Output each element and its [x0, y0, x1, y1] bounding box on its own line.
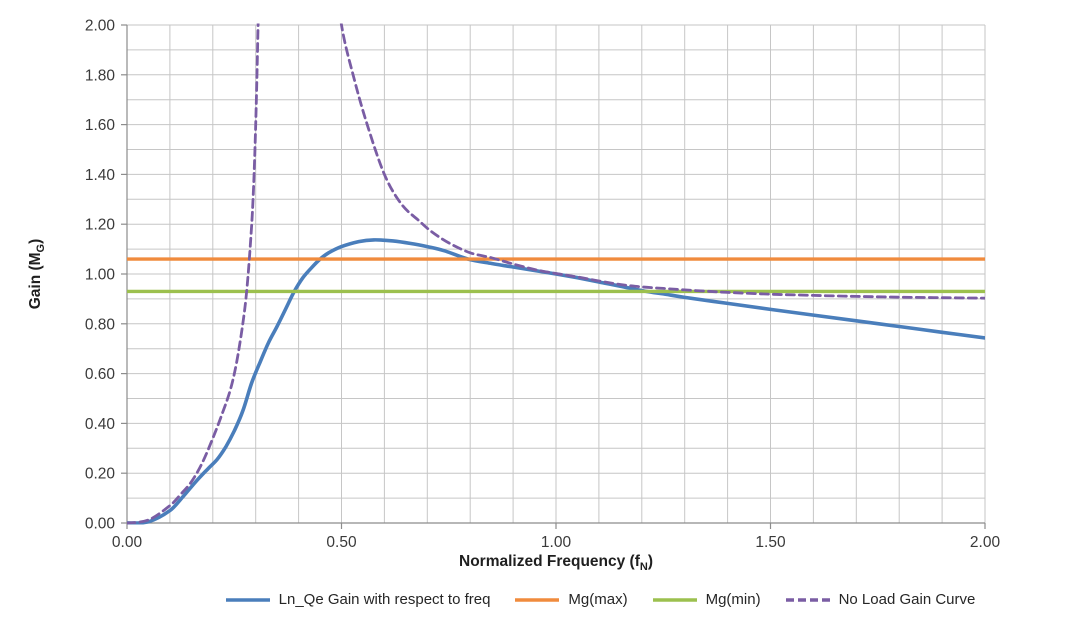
plot-area: 0.00 0.20 0.40 0.60 0.80 1.00 1.20 1.40 1.60 1.80… [85, 18, 1001, 552]
legend-item-2: Mg(max) [514, 591, 628, 608]
y-tick-label: 0.80 [85, 316, 116, 333]
y-tick-label: 1.80 [85, 67, 116, 84]
y-tick-label: 0.60 [85, 366, 116, 383]
series-line-4 [127, 23, 985, 525]
axes [121, 24, 986, 529]
series-group [127, 23, 985, 525]
x-axis-title: Normalized Frequency (fN) [459, 553, 653, 574]
y-axis-title: Gain (MG) [27, 238, 48, 310]
legend-item-4: No Load Gain Curve [785, 591, 976, 608]
x-tick-label: 2.00 [970, 534, 1001, 551]
legend-item-1: Ln_Qe Gain with respect to freq [225, 591, 491, 608]
legend-swatch-dashed-line [785, 597, 830, 602]
legend-label: Ln_Qe Gain with respect to freq [278, 591, 491, 608]
y-tick-label: 0.20 [85, 466, 116, 483]
legend-item-3: Mg(min) [652, 591, 761, 608]
legend-swatch-line [652, 597, 697, 602]
legend-swatch-line [225, 597, 270, 602]
legend-label: Mg(min) [705, 591, 761, 608]
y-axis-title-subscript: G [35, 243, 48, 253]
y-tick-label: 1.20 [85, 217, 116, 234]
x-tick-label: 0.00 [112, 534, 143, 551]
x-axis-title-text: Normalized Frequency (f [459, 553, 640, 570]
y-axis-title-text: Gain (M [27, 252, 44, 310]
y-tick-label: 1.40 [85, 167, 116, 184]
y-tick-label: 1.60 [85, 117, 116, 134]
x-axis-title-subscript: N [639, 561, 648, 574]
x-tick-label: 0.50 [326, 534, 357, 551]
x-tick-label: 1.50 [755, 534, 786, 551]
y-axis-title-close: ) [27, 238, 44, 244]
legend-swatch-line [515, 597, 560, 602]
y-tick-label: 1.00 [85, 267, 116, 284]
legend-label: No Load Gain Curve [838, 591, 976, 608]
series-line-1 [127, 238, 985, 525]
legend-label: Mg(max) [568, 591, 628, 608]
y-tick-label: 0.40 [85, 416, 116, 433]
gridlines [127, 24, 986, 523]
y-tick-label: 0.00 [85, 516, 116, 533]
x-axis-title-close: ) [647, 553, 653, 570]
chart-legend: Ln_Qe Gain with respect to freq Mg(max) Mg… [60, 591, 1080, 608]
y-tick-label: 2.00 [85, 18, 116, 35]
x-tick-label: 1.00 [541, 534, 572, 551]
